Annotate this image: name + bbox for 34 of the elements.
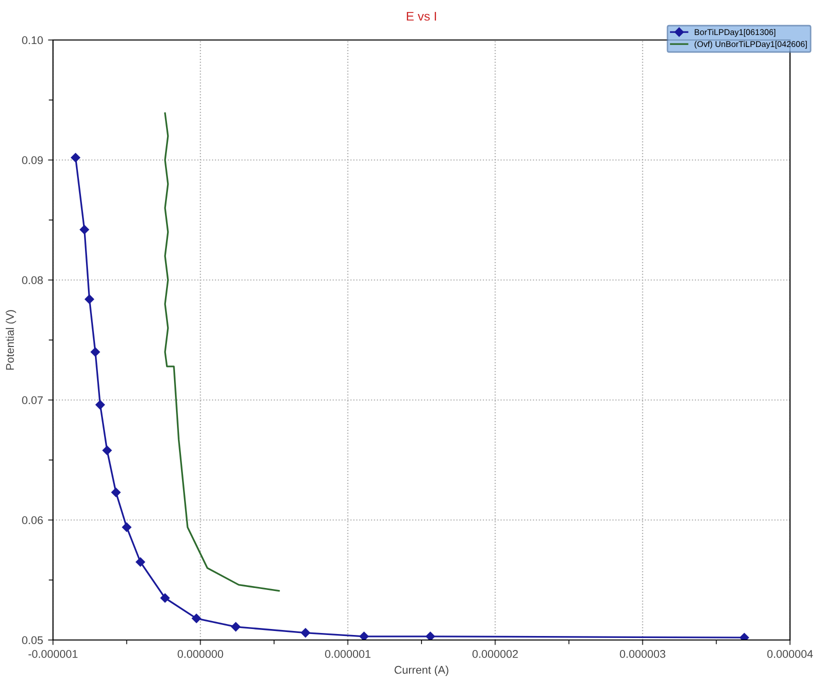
point — [111, 488, 121, 498]
point — [740, 632, 749, 640]
chart-title: E vs I — [406, 12, 436, 21]
point — [231, 622, 240, 632]
point — [426, 632, 435, 640]
point — [96, 400, 105, 410]
point — [192, 614, 202, 624]
legend-label: BorTiLPDay1[061306] — [694, 28, 776, 37]
point — [102, 446, 112, 456]
point — [300, 628, 310, 638]
y-axis-title: Potential (V) — [6, 310, 16, 370]
point — [160, 593, 170, 603]
point — [90, 347, 100, 357]
x-tick-label: 0.000000 — [178, 650, 224, 658]
x-tick-label: 0.000002 — [472, 650, 518, 658]
point — [122, 522, 132, 532]
y-tick-label: 0.05 — [22, 636, 43, 644]
x-axis-title: Current (A) — [394, 666, 448, 676]
y-tick-label: 0.09 — [22, 156, 43, 164]
point — [84, 294, 94, 304]
x-tick-label: 0.000003 — [620, 650, 666, 658]
line-series — [164, 112, 280, 592]
point — [70, 152, 80, 162]
x-tick-label: 0.000004 — [767, 650, 813, 658]
y-tick-label: 0.08 — [22, 276, 43, 284]
x-tick-label: 0.000001 — [325, 650, 370, 658]
point — [359, 632, 369, 640]
y-tick-label: 0.06 — [22, 516, 43, 524]
point — [136, 557, 146, 567]
point — [80, 224, 90, 234]
legend-label: (Ovf) UnBorTiLPDay1[042606] — [694, 40, 807, 49]
y-tick-label: 0.07 — [22, 396, 43, 404]
y-tick-label: 0.10 — [22, 36, 43, 44]
x-tick-label: -0.000001 — [28, 650, 78, 658]
